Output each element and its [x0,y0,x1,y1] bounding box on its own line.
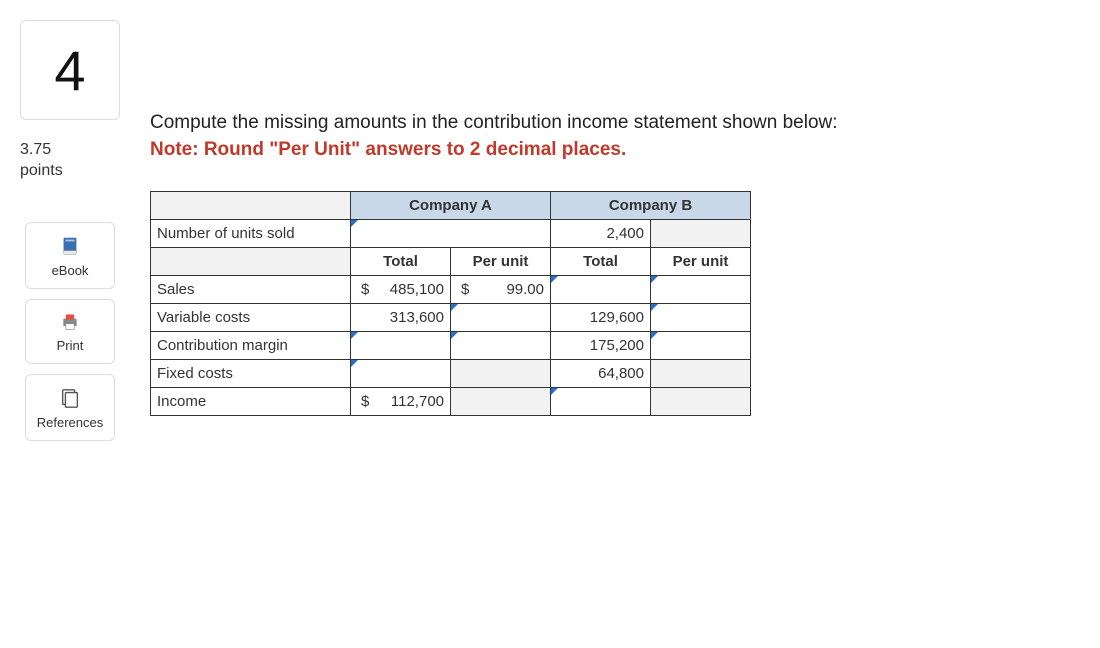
question-number-card: 4 [20,20,120,120]
b-income-total-input[interactable] [551,387,651,415]
row-contribution-margin: Contribution margin [151,331,351,359]
b-sales-total-input[interactable] [551,275,651,303]
ebook-button[interactable]: eBook [25,222,115,289]
book-icon [59,235,81,257]
company-a-header: Company A [351,191,551,219]
a-fixed-perunit-blank [451,359,551,387]
a-cm-total-input[interactable] [351,331,451,359]
question-note: Note: Round "Per Unit" answers to 2 deci… [150,139,1080,161]
company-b-header: Company B [551,191,751,219]
row-income: Income [151,387,351,415]
references-icon [59,387,81,409]
a-var-perunit-input[interactable] [451,303,551,331]
question-prompt: Compute the missing amounts in the contr… [150,110,1080,137]
points-block: 3.75 points [20,140,120,182]
income-statement-table: Company A Company B Number of units sold… [150,191,751,416]
a-sales-perunit: $99.00 [451,275,551,303]
a-total-header: Total [351,247,451,275]
b-units-value: 2,400 [551,219,651,247]
b-cm-total: 175,200 [551,331,651,359]
a-perunit-header: Per unit [451,247,551,275]
b-var-perunit-input[interactable] [651,303,751,331]
a-sales-total: $485,100 [351,275,451,303]
b-var-total: 129,600 [551,303,651,331]
a-var-total: 313,600 [351,303,451,331]
question-number: 4 [54,38,85,103]
b-income-perunit-blank [651,387,751,415]
points-value: 3.75 [20,140,120,161]
a-fixed-total-input[interactable] [351,359,451,387]
print-button[interactable]: Print [25,299,115,364]
a-units-input[interactable] [351,219,551,247]
references-label: References [37,415,103,430]
b-fixed-perunit-blank [651,359,751,387]
print-label: Print [57,338,84,353]
references-button[interactable]: References [25,374,115,441]
row-fixed-costs: Fixed costs [151,359,351,387]
ebook-label: eBook [52,263,89,278]
b-total-header: Total [551,247,651,275]
blank-row [151,247,351,275]
b-sales-perunit-input[interactable] [651,275,751,303]
points-label: points [20,161,120,182]
b-cm-perunit-input[interactable] [651,331,751,359]
a-income-perunit-blank [451,387,551,415]
row-variable-costs: Variable costs [151,303,351,331]
b-units-blank [651,219,751,247]
a-cm-perunit-input[interactable] [451,331,551,359]
b-perunit-header: Per unit [651,247,751,275]
b-fixed-total: 64,800 [551,359,651,387]
a-income-total: $112,700 [351,387,451,415]
blank-header [151,191,351,219]
printer-icon [59,312,81,332]
row-units-sold: Number of units sold [151,219,351,247]
row-sales: Sales [151,275,351,303]
